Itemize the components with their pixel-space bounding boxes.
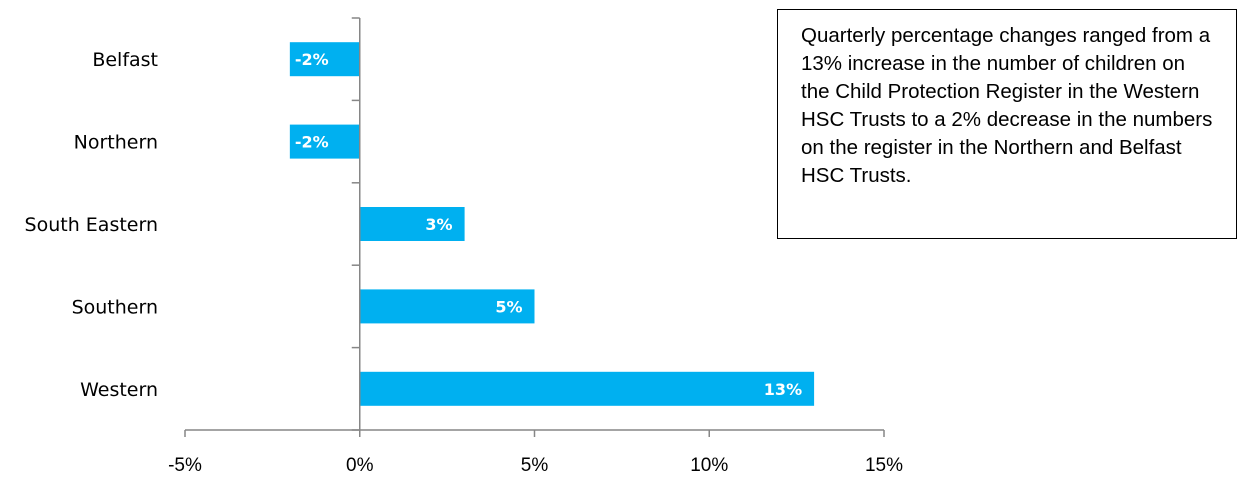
bar-southern <box>359 289 535 324</box>
data-label: 13% <box>764 380 802 399</box>
x-tick-label: 15% <box>865 455 903 476</box>
x-tick-label: 5% <box>521 455 549 476</box>
annotation-text: Quarterly percentage changes ranged from… <box>801 24 1213 187</box>
x-tick-label: 10% <box>690 455 728 476</box>
bar-northern <box>289 124 360 159</box>
category-label: Western <box>80 379 158 401</box>
category-label: Southern <box>72 296 158 318</box>
x-tick-label: 0% <box>346 455 374 476</box>
bars-group <box>289 42 815 406</box>
data-label: -2% <box>295 50 329 69</box>
data-label: 3% <box>425 215 452 234</box>
category-label: South Eastern <box>25 214 158 236</box>
x-tick-label: -5% <box>168 455 202 476</box>
category-label: Northern <box>74 132 158 154</box>
category-label: Belfast <box>92 49 158 71</box>
axes-group: -5% 0% 5% 10% 15% <box>168 17 903 476</box>
data-label: 5% <box>495 297 522 316</box>
labels-group: Belfast -2% Northern -2% South Eastern 3% Sout… <box>25 49 803 401</box>
annotation-box: Quarterly percentage changes ranged from… <box>777 9 1237 239</box>
data-label: -2% <box>295 133 329 152</box>
bar-south-eastern <box>359 207 465 241</box>
bar-belfast <box>289 42 360 77</box>
bar-western <box>359 371 815 406</box>
